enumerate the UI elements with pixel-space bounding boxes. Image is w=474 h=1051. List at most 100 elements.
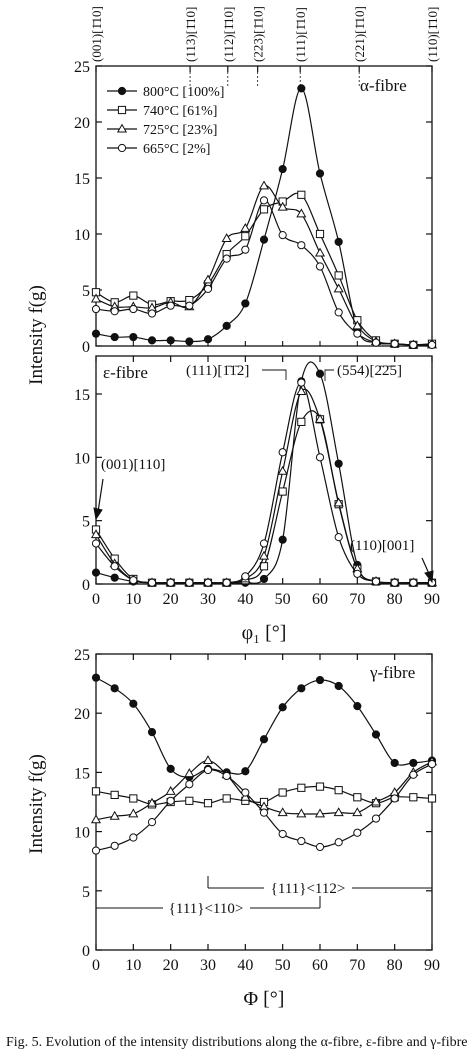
y-tick-label: 10 [74,825,90,842]
data-point [353,329,362,338]
orientation-label: (111)[1̄10] [293,7,308,62]
x-tick-label: 40 [237,957,253,974]
data-point [146,797,158,807]
data-point [427,340,437,349]
data-point [202,274,214,284]
alpha-y-ticks: 0 5 10 15 20 25 [74,59,433,356]
data-point [185,780,194,789]
y-tick-label: 15 [74,171,90,188]
data-point [409,578,418,587]
data-point [166,578,175,587]
alpha-series [90,84,438,349]
data-point [315,842,325,852]
data-point [371,577,381,586]
annotation-001-110: (001)[110] [101,457,165,473]
legend-entry: 725°C [23%] [143,123,217,138]
x-tick-label: 50 [275,591,291,608]
y-tick-label: 20 [74,115,90,132]
gamma-y-ticks: 0 5 10 15 20 25 [74,647,432,960]
legend-marker [117,105,127,115]
data-point [333,497,344,507]
data-point [91,568,101,577]
annotation-110-001: (110)[001] [350,538,414,554]
data-point [352,320,363,330]
orientation-label: (223)[1̄10] [251,6,266,62]
data-point [110,332,119,342]
data-point [278,788,287,797]
gamma-fibre-panel: 0 5 10 15 20 25 0 10 20 30 40 50 60 70 80 90 {111}<112… [26,647,440,1010]
data-point [315,782,325,791]
series-line [95,199,433,346]
data-point [409,340,418,349]
data-point [90,293,102,303]
data-point [277,465,288,475]
data-point [166,796,175,805]
orientation-label: (110)[1̄10] [425,7,440,62]
x-tick-label: 80 [387,957,403,974]
data-point [278,829,287,839]
data-point [128,808,139,818]
data-point [334,271,343,280]
phi-x-axis-label: Φ [°] [244,988,285,1010]
data-point [353,701,362,711]
legend-entry: 740°C [61%] [143,104,217,119]
data-point [203,335,213,344]
data-point [241,299,250,308]
data-point [166,336,175,345]
data-point [334,533,343,542]
data-point [203,578,213,587]
x-tick-label: 0 [92,591,100,608]
y-tick-label: 5 [82,514,90,531]
data-point [353,828,362,837]
orientation-label: (113)[1̄10] [183,7,198,62]
data-point [91,329,101,338]
data-point [91,787,101,796]
data-point [427,760,437,769]
data-point [202,755,214,765]
data-point [390,758,399,768]
data-point [129,833,138,842]
data-point [296,386,307,395]
alpha-fibre-label: α-fibre [360,76,407,95]
data-point [409,770,418,779]
data-point [259,196,269,205]
series-line [95,677,433,778]
y-tick-label: 25 [74,59,90,76]
data-point [334,838,343,847]
data-point [296,808,307,818]
data-point [409,758,418,768]
gamma-series [90,673,438,855]
epsilon-series [90,361,438,587]
data-point [222,321,231,330]
data-point [315,453,325,462]
data-point [297,836,306,846]
x-tick-label: 50 [275,957,291,974]
data-point [278,164,287,174]
epsilon-plot-frame [95,355,433,585]
data-point [315,369,325,378]
data-point [185,301,194,310]
epsilon-annotations: (111)[1̄1̄2] (554)[2̄2̄5] (001)[110] (110)[… [93,363,434,584]
data-point [110,684,119,693]
x-tick-label: 20 [163,591,179,608]
data-point [333,283,344,293]
data-point [409,793,418,802]
data-point [91,304,101,314]
data-point [296,208,307,218]
annotation-arrowhead [424,570,434,584]
data-point [203,284,213,293]
bracket-label-111-110: {111}<110> [169,901,244,917]
data-point [241,767,250,776]
data-point [147,309,157,318]
data-point [314,413,326,423]
data-point [334,308,343,317]
data-point [241,232,250,241]
data-point [222,771,231,781]
x-tick-label: 60 [312,957,328,974]
x-tick-label: 80 [387,591,403,608]
figure-caption: Fig. 5. Evolution of the intensity distr… [6,1035,467,1050]
gamma-fibre-label: γ-fibre [369,663,415,682]
data-point [297,241,306,250]
data-point [147,818,157,827]
